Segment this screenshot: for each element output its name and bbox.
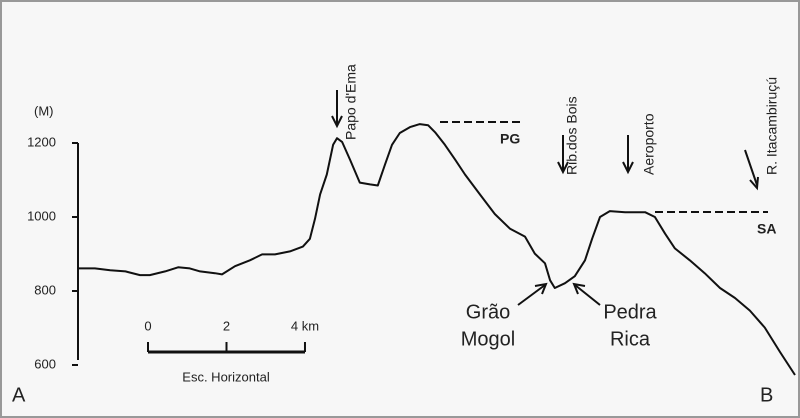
annotation: SA	[757, 221, 776, 237]
annotation: Grão	[466, 301, 510, 323]
y-tick-label: 1200	[27, 134, 56, 149]
y-tick-label: 600	[34, 356, 56, 371]
arrows	[331, 90, 759, 306]
y-tick-label: 1000	[27, 208, 56, 223]
scale-tick-label: 4 km	[291, 318, 319, 333]
y-unit: (M)	[34, 103, 54, 118]
scale-tick-label: 2	[223, 318, 230, 333]
scale-tick-label: 0	[144, 318, 151, 333]
annotation: Aeroporto	[641, 113, 657, 175]
annotation: R. Itacambiruçú	[764, 77, 780, 175]
annotation: A	[12, 384, 26, 406]
y-tick-label: 800	[34, 282, 56, 297]
annotation: B	[760, 384, 773, 406]
annotation: Mogol	[461, 328, 515, 350]
profile-line	[78, 123, 796, 376]
annotation: Rib.dos Bois	[564, 96, 580, 175]
scale-label: Esc. Horizontal	[182, 369, 270, 384]
annotation: Papo d'Ema	[343, 64, 359, 140]
annotation: Pedra	[603, 301, 657, 323]
annotation: PG	[500, 131, 520, 147]
annotation: Rica	[610, 328, 651, 350]
